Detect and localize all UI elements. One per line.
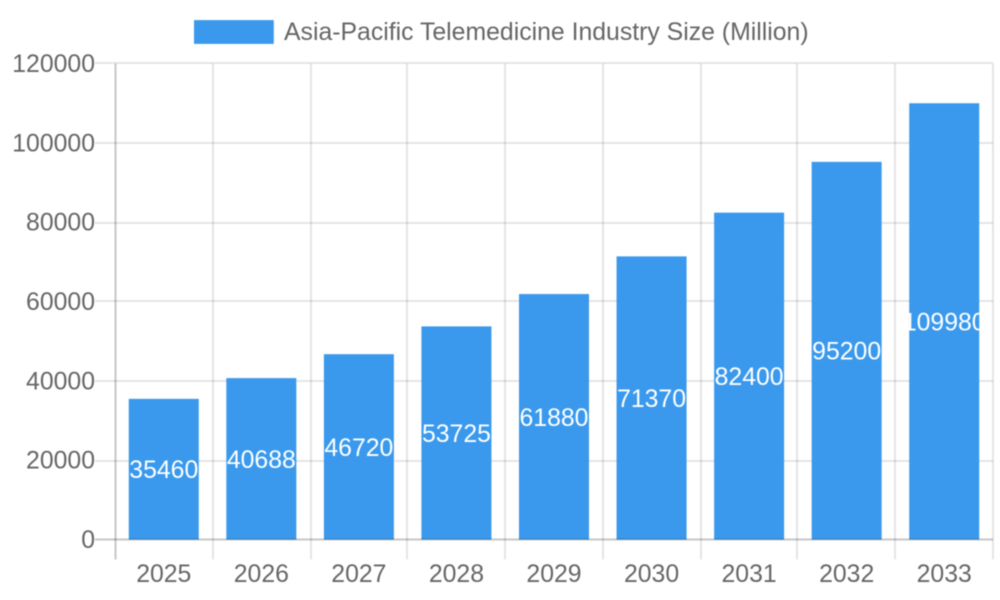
svg-text:2026: 2026: [234, 561, 289, 588]
svg-text:40000: 40000: [26, 368, 95, 395]
svg-text:2032: 2032: [819, 561, 874, 588]
svg-text:95200: 95200: [812, 339, 881, 366]
svg-text:2030: 2030: [624, 561, 679, 588]
svg-text:35460: 35460: [129, 457, 198, 484]
svg-text:40688: 40688: [227, 447, 296, 474]
svg-text:100000: 100000: [12, 130, 95, 157]
svg-text:2029: 2029: [526, 561, 581, 588]
svg-text:80000: 80000: [26, 210, 95, 237]
svg-text:2025: 2025: [136, 561, 191, 588]
svg-text:120000: 120000: [12, 51, 95, 78]
svg-text:2031: 2031: [722, 561, 777, 588]
svg-text:Asia-Pacific Telemedicine Indu: Asia-Pacific Telemedicine Industry Size …: [284, 19, 809, 46]
svg-text:46720: 46720: [324, 435, 393, 462]
svg-text:0: 0: [81, 527, 95, 554]
svg-text:82400: 82400: [715, 364, 784, 391]
svg-text:71370: 71370: [617, 386, 686, 413]
svg-text:53725: 53725: [422, 421, 491, 448]
svg-text:61880: 61880: [520, 405, 589, 432]
svg-text:109980: 109980: [903, 309, 986, 336]
svg-text:60000: 60000: [26, 289, 95, 316]
svg-text:20000: 20000: [26, 448, 95, 475]
svg-text:2033: 2033: [917, 561, 972, 588]
svg-text:2027: 2027: [331, 561, 386, 588]
svg-text:2028: 2028: [429, 561, 484, 588]
